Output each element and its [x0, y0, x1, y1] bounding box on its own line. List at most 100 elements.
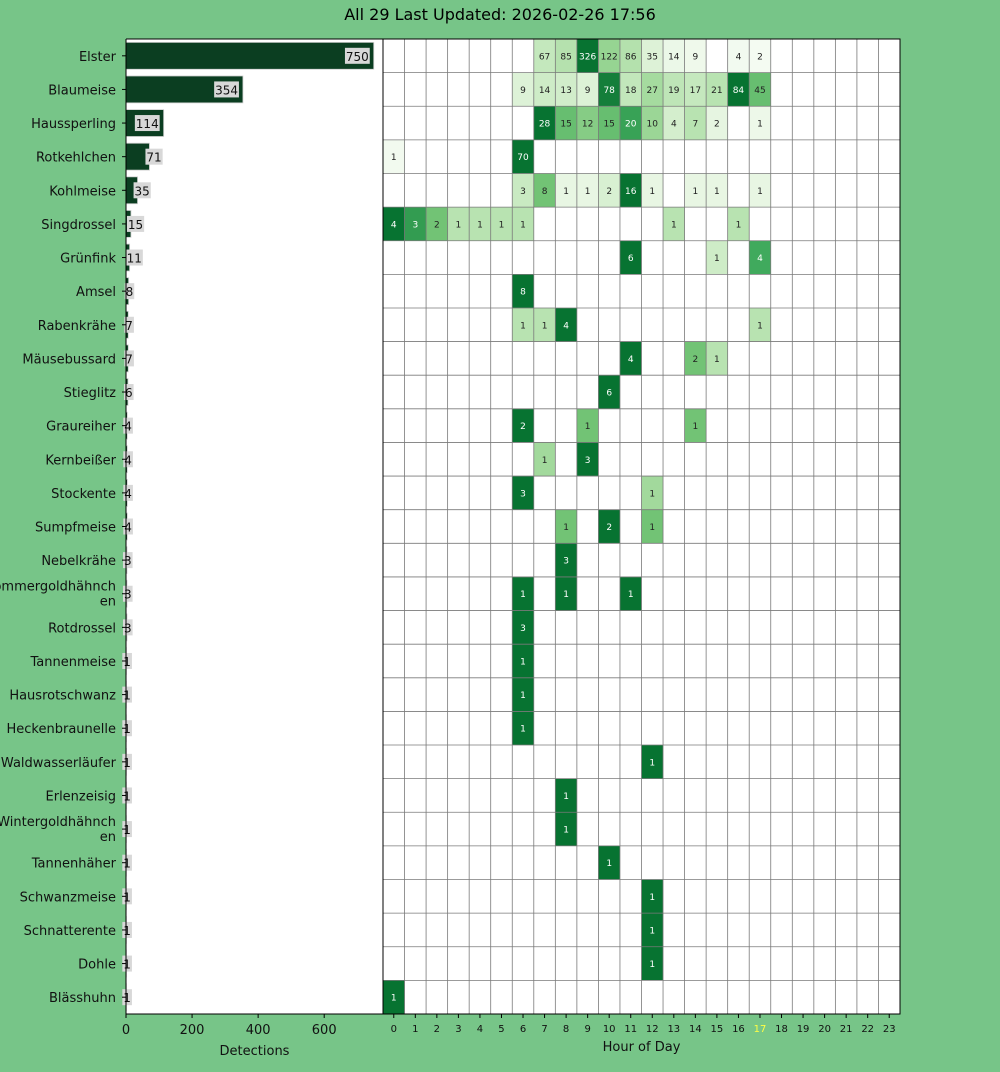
- heatmap-cell: [749, 39, 771, 73]
- bar-value-box-22: [122, 787, 132, 804]
- bar-value-box-13: [123, 484, 133, 501]
- heatmap-cell-label: 1: [649, 523, 655, 533]
- heatmap-cell-label: 326: [579, 52, 596, 62]
- bar-value-label: 1: [123, 789, 131, 803]
- y-tick-label: Graureiher: [46, 420, 117, 435]
- heatmap-cell-label: 1: [736, 220, 742, 230]
- heatmap-cell-label: 1: [520, 220, 526, 230]
- heatmap-cell-label: 9: [692, 52, 698, 62]
- bar-value-label: 1: [123, 958, 131, 972]
- hour-tick-label: 20: [818, 1024, 831, 1035]
- heatmap-cell-label: 16: [625, 187, 637, 197]
- heatmap-cell-label: 7: [692, 120, 698, 130]
- bar-value-label: 15: [128, 218, 143, 232]
- heatmap-cell-label: 9: [520, 86, 526, 96]
- chart-title: All 29 Last Updated: 2026-02-26 17:56: [344, 5, 656, 24]
- heatmap-cell: [663, 207, 685, 241]
- y-tick-label: Dohle: [78, 958, 116, 973]
- heatmap-cell: [533, 39, 556, 73]
- heatmap-cell: [598, 173, 620, 208]
- heatmap-cell-label: 2: [692, 355, 698, 365]
- heatmap-cell-label: 1: [692, 422, 698, 432]
- hour-tick-label: 6: [520, 1024, 526, 1035]
- heatmap-cell-label: 1: [714, 254, 720, 264]
- bar-plot-area: [126, 39, 383, 1014]
- bar-value-box-26: [122, 921, 132, 938]
- heatmap-cell-label: 18: [625, 86, 637, 96]
- heatmap-cell: [555, 173, 577, 208]
- heatmap-cell-label: 1: [563, 826, 569, 836]
- bar-value-label: 7: [125, 352, 133, 366]
- heatmap-cell-label: 1: [757, 120, 763, 130]
- bar-value-label: 71: [146, 151, 161, 165]
- heatmap-cell: [598, 106, 620, 140]
- bar-value-label: 4: [124, 420, 132, 434]
- heatmap-cell-label: 3: [412, 220, 418, 230]
- heatmap-cell-label: 4: [757, 254, 763, 264]
- bar-value-box-27: [122, 955, 132, 972]
- bar-value-label: 3: [124, 554, 132, 568]
- y-tick-label: Haussperling: [31, 117, 116, 132]
- heatmap-cell: [533, 72, 556, 107]
- hour-tick-label: 8: [563, 1024, 569, 1035]
- bar-value-label: 3: [124, 588, 132, 602]
- heatmap-cell-label: 2: [606, 187, 612, 197]
- bar-value-box-20: [122, 720, 132, 737]
- heatmap-cell: [555, 576, 577, 611]
- heatmap-cell-label: 1: [649, 489, 655, 499]
- heatmap-cell: [706, 240, 728, 275]
- hour-tick-label: 2: [434, 1024, 440, 1035]
- hour-tick-label: 1: [412, 1024, 418, 1035]
- heatmap-cell: [684, 72, 707, 107]
- heatmap-cell: [598, 375, 620, 409]
- heatmap-cell-label: 6: [606, 389, 612, 399]
- bar-value-box-8: [124, 316, 134, 333]
- bar-value-label: 1: [123, 655, 131, 669]
- heatmap-cell: [684, 173, 707, 208]
- y-tick-label: Rotkehlchen: [36, 151, 116, 166]
- heatmap-cell: [641, 509, 664, 544]
- bar-value-label: 4: [124, 487, 132, 501]
- y-tick-label: en: [100, 595, 116, 610]
- hour-tick-label: 5: [498, 1024, 504, 1035]
- heatmap-cell: [749, 106, 771, 140]
- bar-value-box-3: [145, 148, 163, 165]
- heatmap-cell: [641, 879, 664, 914]
- bar-value-box-23: [122, 821, 132, 838]
- heatmap-cell-label: 1: [649, 893, 655, 903]
- heatmap-cell-label: 85: [560, 52, 571, 62]
- y-tick-label: Kernbeißer: [45, 453, 116, 468]
- bar-value-box-11: [123, 417, 133, 434]
- bar-value-box-10: [123, 384, 134, 401]
- heatmap-cell-label: 1: [757, 321, 763, 331]
- heatmap-frame: [382, 38, 901, 1015]
- bar-value-label: 1: [123, 857, 131, 871]
- bar-value-label: 1: [123, 890, 131, 904]
- y-tick-label: Rotdrossel: [48, 621, 116, 636]
- hour-tick-label: 23: [883, 1024, 896, 1035]
- heatmap-cell-label: 1: [585, 187, 591, 197]
- heatmap-cell: [404, 207, 427, 241]
- heatmap-cell-label: 14: [668, 52, 680, 62]
- heatmap-cell: [555, 72, 577, 107]
- heatmap-cell: [684, 408, 707, 443]
- hour-tick-label: 17: [754, 1024, 767, 1035]
- hour-tick-label: 18: [775, 1024, 788, 1035]
- heatmap-cell-label: 4: [563, 321, 569, 331]
- bar-value-label: 4: [124, 453, 132, 467]
- heatmap-cell: [383, 139, 405, 174]
- heatmap-cell-label: 78: [603, 86, 615, 96]
- heatmap-cell-label: 1: [542, 456, 548, 466]
- y-tick-label: Mäusebussard: [22, 352, 116, 367]
- heatmap-cell: [383, 207, 405, 241]
- heatmap-cell: [555, 778, 577, 813]
- heatmap-cell-label: 15: [560, 120, 571, 130]
- bar-value-label: 11: [127, 252, 142, 266]
- bar-value-box-6: [125, 249, 143, 266]
- heatmap-cell: [512, 476, 534, 510]
- heatmap-cell: [555, 106, 577, 140]
- heatmap-cell-label: 122: [601, 52, 618, 62]
- heatmap-cell: [533, 307, 556, 342]
- bar-value-box-2: [134, 115, 160, 132]
- heatmap-cell: [663, 39, 685, 73]
